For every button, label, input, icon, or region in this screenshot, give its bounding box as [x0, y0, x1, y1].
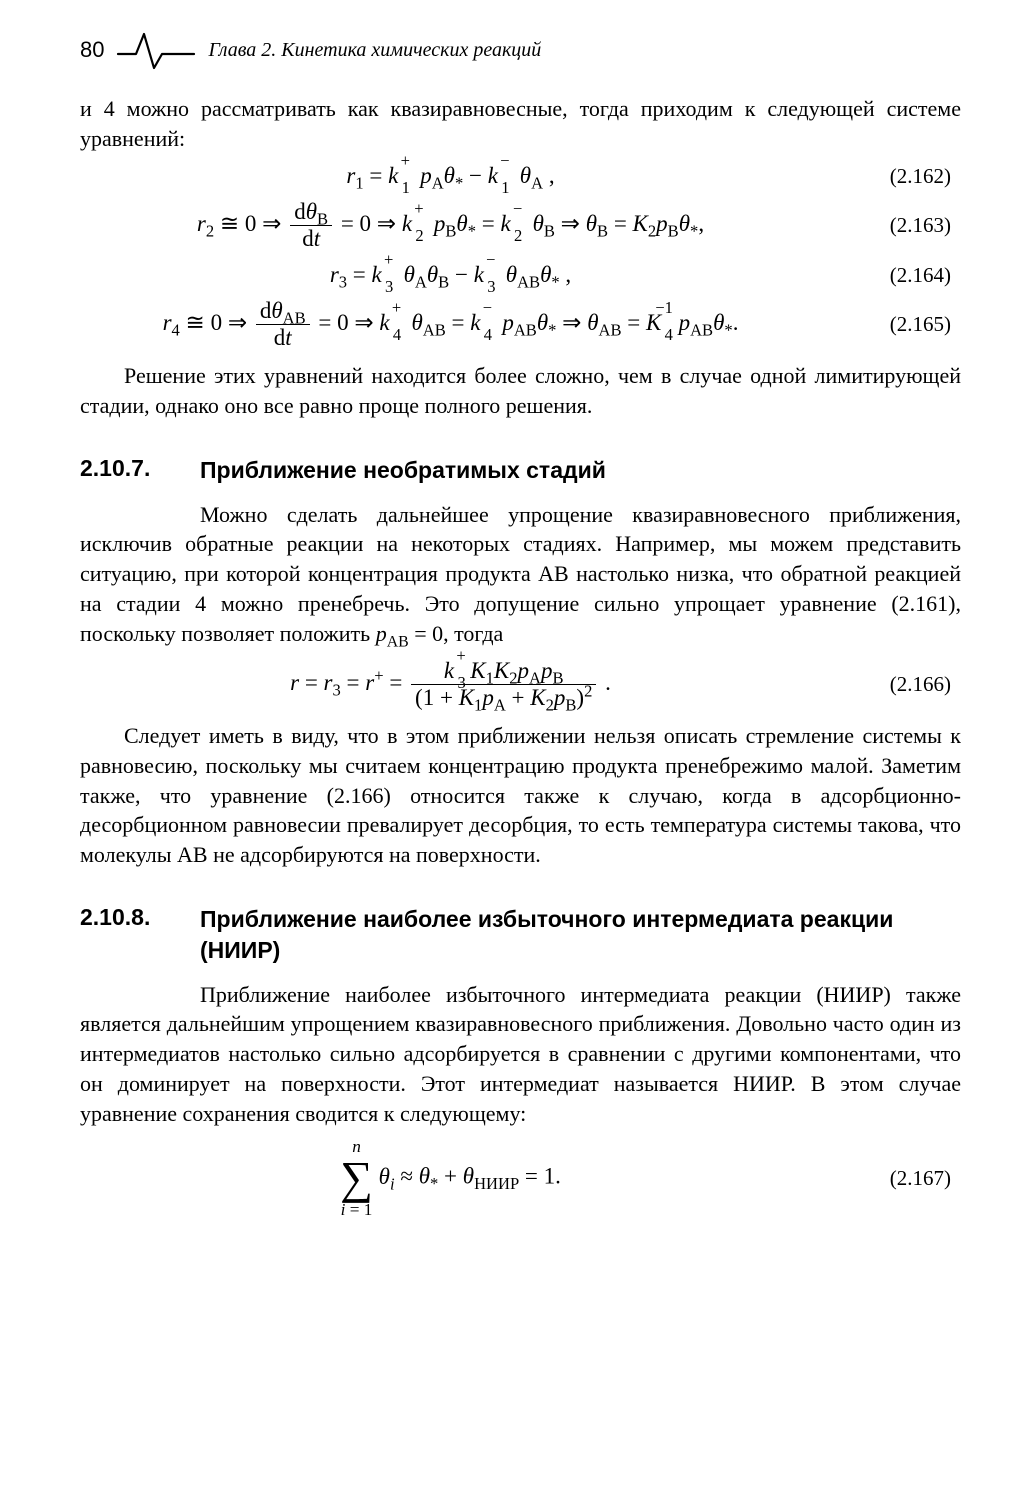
equation-number: (2.164) — [821, 263, 961, 288]
pulse-icon — [116, 30, 196, 70]
page-header: 80 Глава 2. Кинетика химических реакций — [80, 30, 961, 70]
equation-body: r4 ≅ 0 ⇒ dθABdt = 0 ⇒ k+4 θAB = k−4 pABθ… — [80, 298, 821, 351]
paragraph-intro: и 4 можно рассматривать как квазиравнове… — [80, 94, 961, 153]
paragraph-2108: Приближение наиболее избыточного интерме… — [80, 980, 961, 1128]
equation-number: (2.163) — [821, 213, 961, 238]
equation-body: r1 = k+1 pAθ* − k−1 θA , — [80, 163, 821, 189]
p5a: Приближение наиболее избыточного интерме… — [200, 982, 891, 1007]
var-pAB: p — [376, 621, 387, 646]
paragraph-2107: Можно сделать дальнейшее упрощение квази… — [80, 500, 961, 648]
equation-body: r = r3 = r+ = k+3K1K2pApB (1 + K1pA + K2… — [80, 658, 821, 711]
section-title: Приближение необратимых стадий — [200, 455, 606, 486]
equation-2-166: r = r3 = r+ = k+3K1K2pApB (1 + K1pA + K2… — [80, 658, 961, 711]
p3c: = 0, тогда — [409, 621, 504, 646]
equation-body: n ∑ i = 1 θi ≈ θ* + θНИИР = 1. — [80, 1138, 821, 1219]
equation-body: r3 = k+3 θAθB − k−3 θABθ* , — [80, 262, 821, 288]
paragraph-solution: Решение этих уравнений находится более с… — [80, 361, 961, 420]
equation-number: (2.167) — [821, 1166, 961, 1191]
equation-2-162: r1 = k+1 pAθ* − k−1 θA , (2.162) — [80, 163, 961, 189]
chapter-title: Глава 2. Кинетика химических реакций — [208, 39, 541, 62]
section-number: 2.10.8. — [80, 904, 170, 931]
paragraph-remark: Следует иметь в виду, что в этом приближ… — [80, 721, 961, 869]
section-title: Приближение наиболее избыточного интерме… — [200, 904, 961, 966]
section-2-10-7: 2.10.7. Приближение необратимых стадий — [80, 455, 961, 486]
equation-2-164: r3 = k+3 θAθB − k−3 θABθ* , (2.164) — [80, 262, 961, 288]
equation-number: (2.162) — [821, 164, 961, 189]
page-number: 80 — [80, 37, 104, 63]
equation-number: (2.166) — [821, 672, 961, 697]
equation-2-167: n ∑ i = 1 θi ≈ θ* + θНИИР = 1. (2.167) — [80, 1138, 961, 1219]
equation-2-165: r4 ≅ 0 ⇒ dθABdt = 0 ⇒ k+4 θAB = k−4 pABθ… — [80, 298, 961, 351]
section-2-10-8: 2.10.8. Приближение наиболее избыточного… — [80, 904, 961, 966]
equation-number: (2.165) — [821, 312, 961, 337]
equation-body: r2 ≅ 0 ⇒ dθBdt = 0 ⇒ k+2 pBθ* = k−2 θB ⇒… — [80, 199, 821, 252]
section-number: 2.10.7. — [80, 455, 170, 482]
equation-2-163: r2 ≅ 0 ⇒ dθBdt = 0 ⇒ k+2 pBθ* = k−2 θB ⇒… — [80, 199, 961, 252]
p3a: Можно сделать дальнейшее упрощение квази… — [200, 502, 897, 527]
